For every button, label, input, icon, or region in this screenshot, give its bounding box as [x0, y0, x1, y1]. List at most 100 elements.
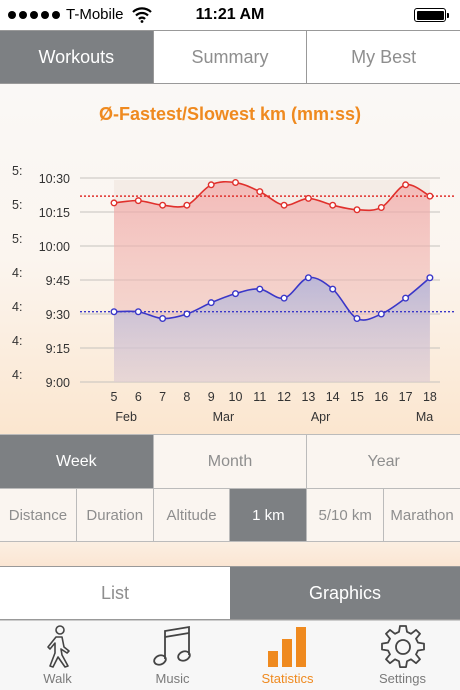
x-tick-label: 17	[399, 390, 413, 404]
metric-distance-button[interactable]: Distance	[8, 506, 68, 524]
top-tab-bar: Workouts Summary My Best	[0, 30, 460, 84]
carrier: T-Mobile	[8, 6, 152, 23]
x-tick-label: 8	[183, 390, 190, 404]
view-selector: List Graphics	[0, 566, 460, 620]
walk-icon	[46, 625, 70, 668]
slow-data-point	[304, 194, 312, 202]
x-tick-label: 18	[423, 390, 437, 404]
bottom-tab-bar: Walk Music Statistics Settings	[0, 620, 460, 690]
metric-altitude-button[interactable]: Altitude	[152, 489, 230, 541]
metric-5-10km-button[interactable]: 5/10 km	[306, 489, 383, 541]
slow-data-point	[353, 206, 361, 214]
x-tick-label: 16	[374, 390, 388, 404]
tab-my-best[interactable]: My Best	[306, 31, 460, 83]
tab-workouts[interactable]: Workouts	[0, 31, 153, 83]
x-tick-label: 7	[159, 390, 166, 404]
pace-chart[interactable]: 9:00 4: 9:15 4: 9:30 4: 9:45 4: 10:00 5: 10:15 5: 10…	[0, 84, 460, 434]
y-tick-label: 9:30	[46, 308, 70, 322]
fast-data-point	[256, 285, 264, 293]
slow-data-point	[207, 181, 215, 189]
view-graphics-button[interactable]: Graphics	[230, 567, 460, 619]
x-tick-label: 14	[326, 390, 340, 404]
slow-data-point	[256, 188, 264, 196]
status-bar: T-Mobile 11:21 AM	[0, 0, 460, 30]
fast-data-point	[231, 290, 239, 298]
fast-data-point	[280, 294, 288, 302]
month-label: Feb	[115, 410, 137, 424]
fast-data-point	[304, 274, 312, 282]
fast-data-point	[134, 308, 142, 316]
y-tick-label: 9:45	[46, 274, 70, 288]
left-partial-label: 4:	[12, 266, 22, 280]
x-tick-label: 6	[135, 390, 142, 404]
y-tick-label: 9:00	[46, 376, 70, 390]
slow-data-point	[183, 201, 191, 209]
music-note-icon	[152, 625, 191, 666]
x-tick-label: 9	[208, 390, 215, 404]
left-partial-label: 5:	[12, 232, 22, 246]
fast-data-point	[110, 308, 118, 316]
fast-data-point	[377, 310, 385, 318]
signal-strength-icon	[8, 10, 60, 19]
fast-data-point	[329, 285, 337, 293]
tabbar-settings-label: Settings	[379, 671, 426, 686]
fast-data-point	[426, 274, 434, 282]
metric-selector: Distance Duration Altitude 1 km 5/10 km …	[0, 488, 460, 542]
x-tick-label: 10	[229, 390, 243, 404]
y-tick-label: 10:00	[39, 240, 70, 254]
y-tick-label: 10:15	[39, 206, 70, 220]
month-label: Ma	[416, 410, 433, 424]
status-time: 11:21 AM	[195, 6, 265, 23]
wifi-icon	[131, 6, 152, 23]
tabbar-music-label: Music	[155, 671, 190, 686]
left-partial-label: 4:	[12, 300, 22, 314]
y-tick-label: 9:15	[46, 342, 70, 356]
slow-data-point	[280, 201, 288, 209]
y-tick-label: 10:30	[39, 172, 70, 186]
gear-icon	[380, 625, 425, 669]
fast-data-point	[207, 299, 215, 307]
period-month-button[interactable]: Month	[152, 435, 307, 488]
carrier-name: T-Mobile	[66, 6, 124, 23]
spacer	[0, 542, 460, 566]
bar-chart-icon	[267, 627, 306, 667]
metric-marathon-button[interactable]: Marathon	[383, 489, 460, 541]
slow-data-point	[231, 179, 239, 187]
tabbar-walk[interactable]: Walk	[0, 621, 115, 690]
tabbar-statistics-label: Statistics	[261, 671, 314, 686]
metric-duration-button[interactable]: Duration	[75, 489, 153, 541]
tab-summary[interactable]: Summary	[152, 31, 307, 83]
slow-data-point	[110, 199, 118, 207]
chart-title: Ø-Fastest/Slowest km (mm:ss)	[98, 104, 362, 124]
fast-series-area	[114, 277, 430, 382]
month-label: Apr	[311, 410, 330, 424]
view-list-button[interactable]: List	[100, 582, 129, 603]
fast-data-point	[183, 310, 191, 318]
slow-data-point	[377, 203, 385, 211]
tabbar-music[interactable]: Music	[115, 621, 230, 690]
x-tick-label: 12	[277, 390, 291, 404]
tabbar-statistics[interactable]: Statistics	[230, 621, 345, 690]
battery-icon	[414, 8, 449, 22]
period-selector: Week Month Year	[0, 434, 460, 488]
period-year-button[interactable]: Year	[306, 435, 460, 488]
slow-data-point	[426, 192, 434, 200]
fast-data-point	[402, 294, 410, 302]
slow-data-point	[134, 197, 142, 205]
x-tick-label: 15	[350, 390, 364, 404]
left-partial-label: 4:	[12, 368, 22, 382]
x-tick-label: 13	[301, 390, 315, 404]
tabbar-settings[interactable]: Settings	[345, 621, 460, 690]
tabbar-walk-label: Walk	[43, 671, 72, 686]
slow-data-point	[329, 201, 337, 209]
left-partial-label: 5:	[12, 164, 22, 178]
fast-data-point	[353, 315, 361, 323]
slow-data-point	[159, 201, 167, 209]
slow-data-point	[402, 181, 410, 189]
month-label: Mar	[213, 410, 235, 424]
left-partial-label: 4:	[12, 334, 22, 348]
fast-data-point	[159, 315, 167, 323]
period-week-button[interactable]: Week	[0, 435, 153, 488]
metric-1km-button[interactable]: 1 km	[229, 489, 307, 541]
left-partial-label: 5:	[12, 198, 22, 212]
